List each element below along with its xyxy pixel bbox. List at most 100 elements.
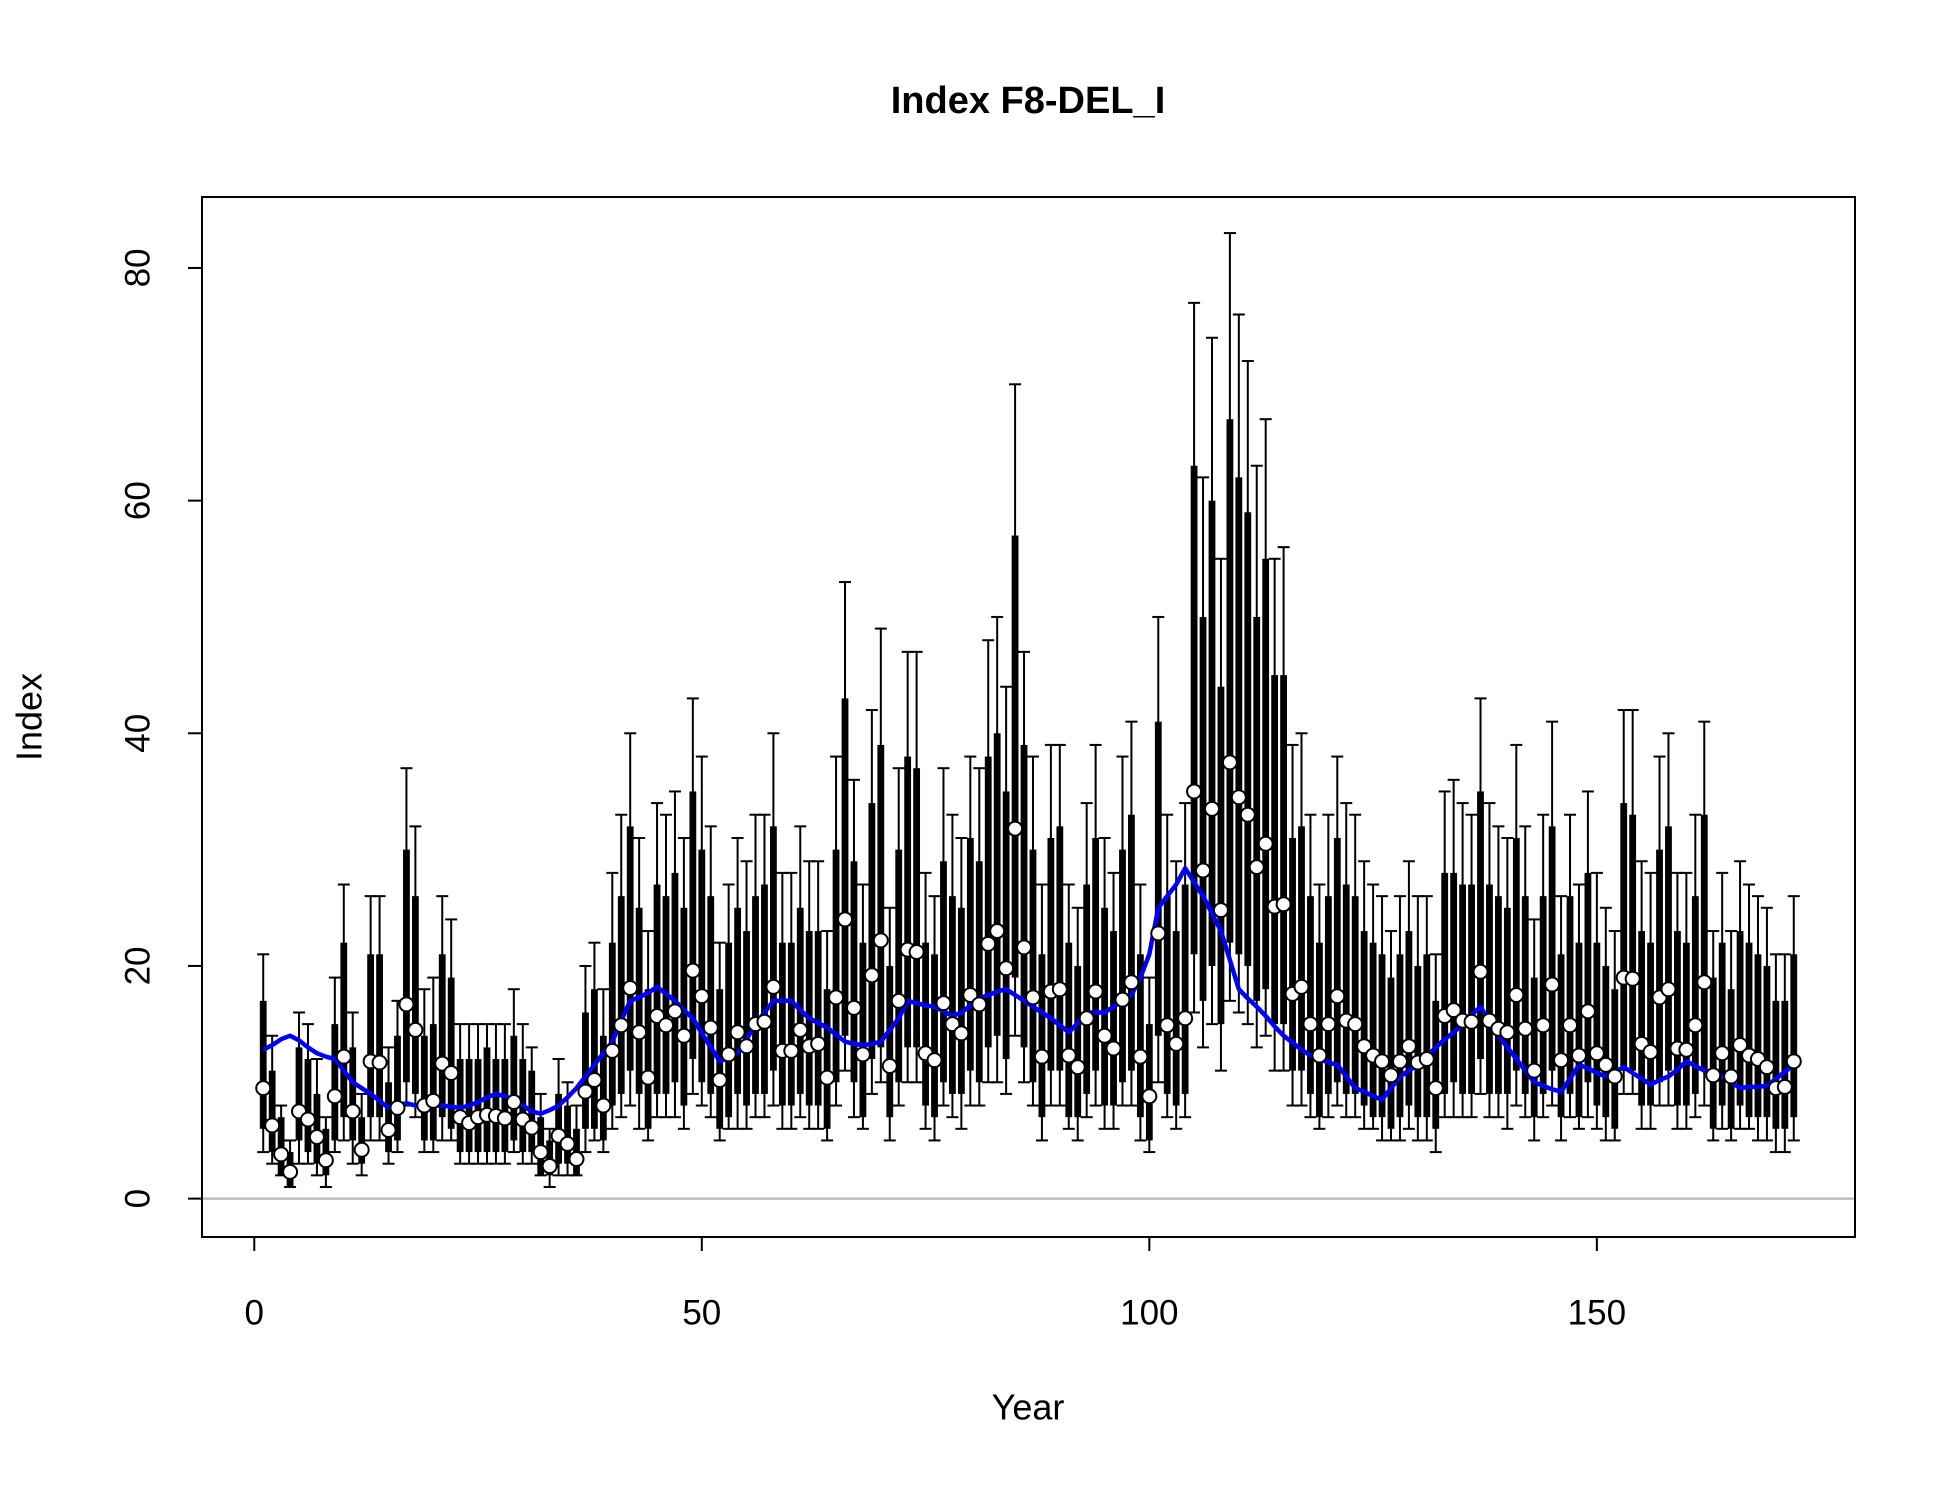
point — [765, 978, 782, 995]
interval-box — [1584, 872, 1592, 1083]
point — [1060, 1047, 1077, 1064]
point — [1221, 754, 1238, 771]
point — [1329, 988, 1346, 1005]
interval-box — [698, 849, 706, 1083]
interval-box — [1360, 931, 1368, 1106]
interval-box — [770, 826, 777, 1071]
chart-title: Index F8-DEL_I — [891, 80, 1166, 122]
point — [792, 1021, 809, 1038]
point — [1132, 1048, 1149, 1065]
point — [1078, 1010, 1095, 1027]
point — [1347, 1016, 1364, 1033]
interval-box — [1548, 826, 1556, 1071]
point — [595, 1097, 612, 1114]
point — [1526, 1062, 1543, 1079]
interval-box — [599, 1035, 607, 1141]
interval-box — [474, 1059, 482, 1153]
x-tick-label: 150 — [1568, 1293, 1626, 1332]
interval-box — [1709, 977, 1717, 1129]
interval-box — [975, 861, 983, 1083]
interval-box — [295, 1047, 303, 1141]
point — [971, 996, 988, 1013]
interval-box — [546, 1140, 554, 1176]
point — [702, 1019, 719, 1036]
point — [1374, 1053, 1391, 1070]
point — [1445, 1002, 1462, 1019]
point — [371, 1054, 388, 1071]
point — [675, 1027, 692, 1044]
interval-box — [376, 954, 383, 1118]
interval-box — [322, 1128, 330, 1176]
interval-box — [1038, 954, 1046, 1118]
point — [711, 1071, 728, 1088]
point — [720, 1046, 737, 1063]
point — [684, 962, 701, 979]
interval-box — [931, 954, 938, 1118]
interval-box — [841, 698, 849, 1036]
interval-box — [1351, 896, 1359, 1094]
point — [282, 1163, 299, 1180]
y-tick-label: 40 — [118, 714, 157, 753]
point — [1203, 800, 1220, 817]
point — [1714, 1045, 1731, 1062]
interval-box — [1665, 826, 1672, 1071]
interval-box — [1611, 989, 1619, 1129]
x-tick-label: 100 — [1120, 1293, 1178, 1332]
point — [1562, 1017, 1579, 1034]
interval-box — [814, 931, 822, 1106]
point — [1123, 974, 1140, 991]
interval-box — [886, 965, 894, 1118]
interval-box — [635, 907, 643, 1094]
interval-box — [456, 1059, 464, 1153]
point — [1150, 925, 1167, 942]
point — [1016, 939, 1033, 956]
interval-box — [1217, 686, 1225, 1025]
point — [344, 1103, 361, 1120]
point — [273, 1146, 290, 1163]
point — [1257, 835, 1274, 852]
interval-box — [1369, 942, 1377, 1118]
point — [1105, 1040, 1122, 1057]
point — [1553, 1052, 1570, 1069]
interval-box — [385, 1082, 392, 1153]
point — [407, 1021, 424, 1038]
interval-box — [1163, 896, 1171, 1094]
point — [1391, 1053, 1408, 1070]
interval-box — [671, 872, 679, 1083]
interval-box — [1324, 896, 1332, 1094]
interval-box — [966, 837, 974, 1071]
point — [890, 992, 907, 1009]
interval-box — [1468, 884, 1475, 1094]
point — [1472, 963, 1489, 980]
interval-box — [1745, 942, 1753, 1118]
point — [989, 923, 1006, 940]
interval-box — [1154, 721, 1162, 1036]
interval-box — [403, 849, 410, 1083]
point — [1114, 991, 1131, 1008]
point — [783, 1042, 800, 1059]
interval-box — [510, 1035, 518, 1141]
point — [1311, 1047, 1328, 1064]
point — [1239, 806, 1256, 823]
point — [1248, 859, 1265, 876]
point — [604, 1042, 621, 1059]
interval-box — [1539, 896, 1547, 1094]
interval-box — [501, 1059, 509, 1153]
interval-box — [957, 907, 965, 1094]
interval-box — [1199, 616, 1207, 1001]
point — [1302, 1016, 1319, 1033]
point — [935, 995, 952, 1012]
interval-box — [832, 849, 840, 1083]
interval-box — [680, 907, 688, 1106]
interval-box — [644, 989, 652, 1129]
point — [1597, 1056, 1614, 1073]
interval-box — [1772, 1000, 1780, 1129]
point — [299, 1111, 316, 1128]
interval-box — [1557, 954, 1565, 1118]
point — [828, 989, 845, 1006]
interval-box — [1727, 989, 1735, 1129]
plot-frame — [201, 196, 1856, 1238]
interval-box — [304, 1059, 312, 1153]
interval-box — [743, 931, 750, 1106]
point — [577, 1083, 594, 1100]
